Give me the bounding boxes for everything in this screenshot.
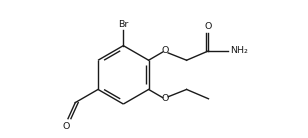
Text: O: O: [161, 46, 168, 55]
Text: O: O: [161, 94, 168, 103]
Text: Br: Br: [118, 20, 128, 29]
Text: NH₂: NH₂: [230, 46, 248, 55]
Text: O: O: [63, 122, 70, 131]
Text: O: O: [205, 22, 212, 31]
